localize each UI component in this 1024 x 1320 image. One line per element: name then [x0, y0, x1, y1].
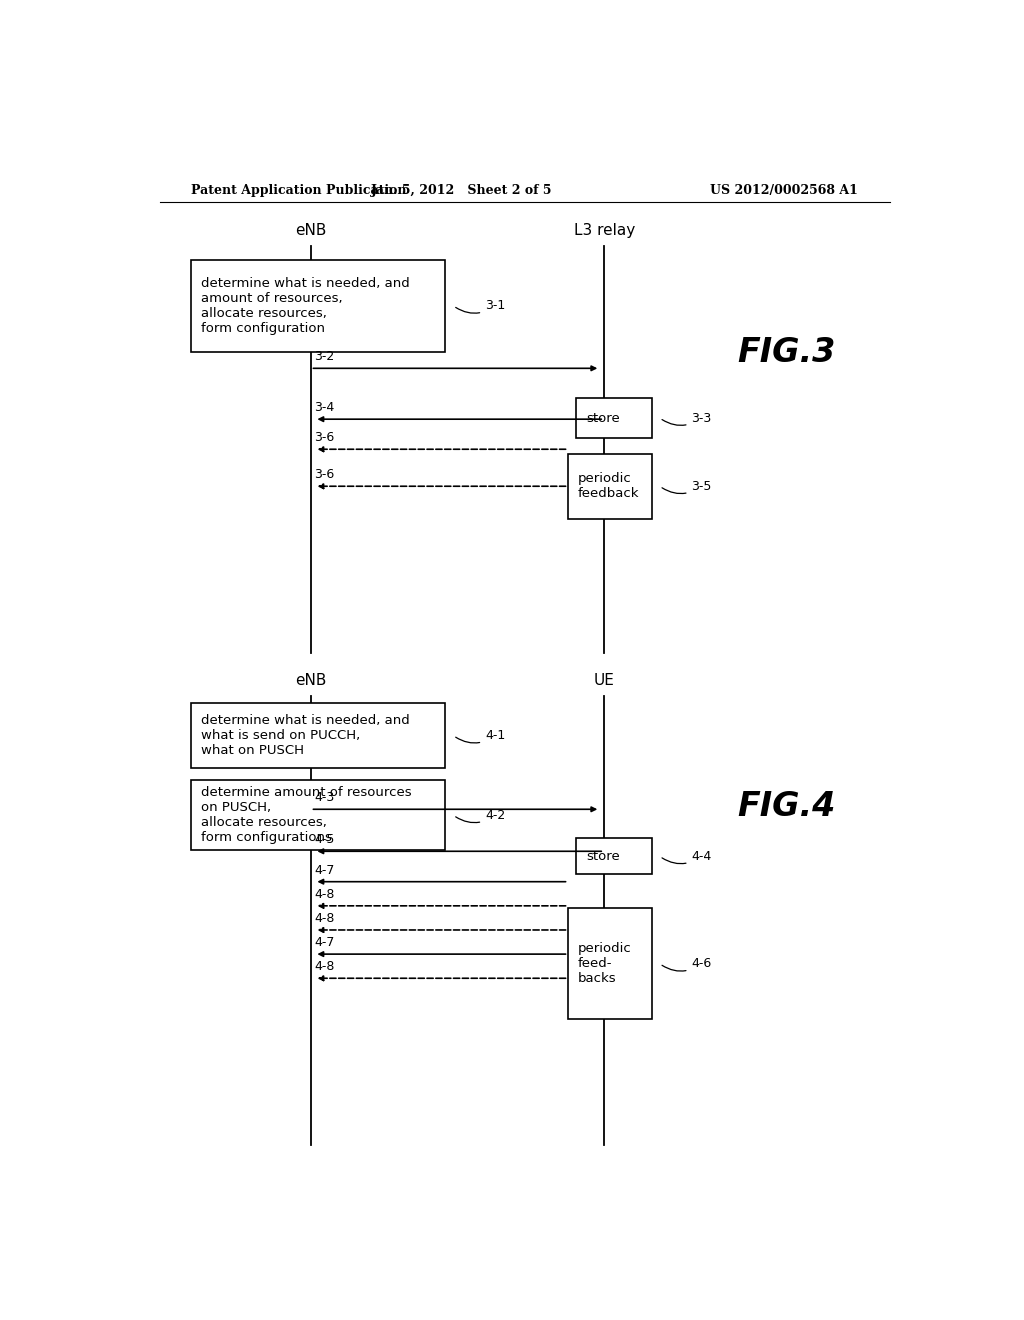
Text: determine what is needed, and
what is send on PUCCH,
what on PUSCH: determine what is needed, and what is se…: [201, 714, 410, 758]
Text: Patent Application Publication: Patent Application Publication: [191, 185, 407, 198]
Text: 4-5: 4-5: [314, 833, 335, 846]
Text: 4-8: 4-8: [314, 888, 335, 900]
FancyBboxPatch shape: [568, 908, 652, 1019]
Text: 3-6: 3-6: [314, 432, 335, 444]
FancyBboxPatch shape: [568, 454, 652, 519]
FancyBboxPatch shape: [191, 704, 445, 768]
Text: Jan. 5, 2012   Sheet 2 of 5: Jan. 5, 2012 Sheet 2 of 5: [371, 185, 552, 198]
Text: 4-4: 4-4: [663, 850, 712, 863]
Text: 4-7: 4-7: [314, 936, 335, 949]
Text: 4-6: 4-6: [663, 957, 712, 972]
Text: 3-4: 3-4: [314, 401, 335, 414]
FancyBboxPatch shape: [577, 399, 651, 438]
FancyBboxPatch shape: [191, 260, 445, 352]
Text: eNB: eNB: [295, 673, 327, 688]
Text: eNB: eNB: [295, 223, 327, 238]
Text: determine amount of resources
on PUSCH,
allocate resources,
form configurations: determine amount of resources on PUSCH, …: [201, 787, 412, 845]
Text: periodic
feed-
backs: periodic feed- backs: [578, 942, 632, 985]
FancyBboxPatch shape: [191, 780, 445, 850]
Text: 3-6: 3-6: [314, 469, 335, 482]
Text: 3-5: 3-5: [663, 479, 712, 494]
Text: 4-3: 4-3: [314, 791, 335, 804]
Text: store: store: [586, 412, 620, 425]
Text: 4-2: 4-2: [456, 809, 506, 822]
Text: periodic
feedback: periodic feedback: [578, 473, 639, 500]
Text: 3-2: 3-2: [314, 350, 335, 363]
Text: UE: UE: [594, 673, 614, 688]
Text: 4-1: 4-1: [456, 729, 506, 743]
Text: store: store: [586, 850, 620, 863]
Text: 3-3: 3-3: [663, 412, 712, 425]
FancyBboxPatch shape: [577, 838, 651, 874]
Text: 3-1: 3-1: [456, 300, 506, 313]
Text: 4-8: 4-8: [314, 912, 335, 925]
Text: L3 relay: L3 relay: [573, 223, 635, 238]
Text: FIG.4: FIG.4: [737, 791, 836, 824]
Text: 4-7: 4-7: [314, 863, 335, 876]
Text: determine what is needed, and
amount of resources,
allocate resources,
form conf: determine what is needed, and amount of …: [201, 277, 410, 335]
Text: US 2012/0002568 A1: US 2012/0002568 A1: [711, 185, 858, 198]
Text: FIG.3: FIG.3: [737, 335, 836, 368]
Text: 4-8: 4-8: [314, 960, 335, 973]
